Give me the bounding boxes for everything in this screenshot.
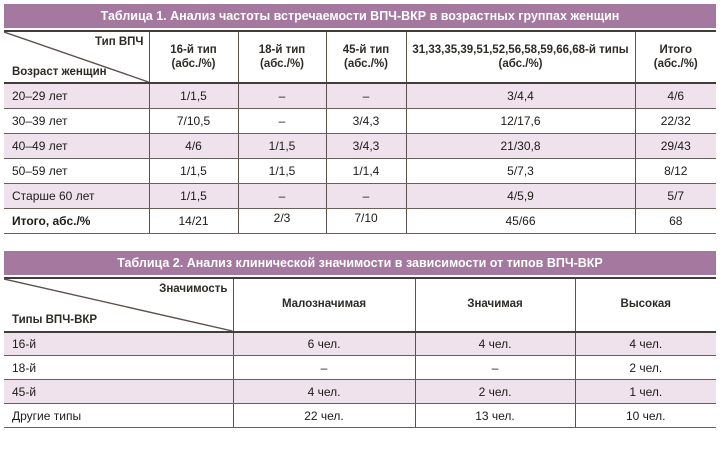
data-cell: – [232, 355, 415, 380]
table2: Значимость Типы ВПЧ-ВКР Малозначимая Зна… [4, 276, 716, 428]
table-row-total: Итого, абс./% 14/21 2/3 7/10 45/66 68 [4, 208, 716, 234]
data-cell: 2/3 [237, 208, 326, 234]
data-cell: 2 чел. [574, 355, 716, 380]
table1-corner-cell: Тип ВПЧ Возраст женщин [4, 30, 149, 84]
table2-header-row: Значимость Типы ВПЧ-ВКР Малозначимая Зна… [4, 276, 716, 333]
data-cell: 14/21 [148, 208, 238, 234]
data-cell: – [237, 183, 326, 209]
column-header-significant: Значимая [414, 276, 575, 333]
table-row: 20–29 лет 1/1,5 – – 3/4,4 4/6 [4, 83, 716, 109]
data-cell: 2 чел. [414, 379, 575, 404]
column-header-type45: 45-й тип (абс./%) [325, 30, 406, 84]
table-row: 50–59 лет 1/1,5 1/1,5 1/1,4 5/7,3 8/12 [4, 158, 716, 184]
table1-section: Таблица 1. Анализ частоты встречаемости … [4, 4, 716, 234]
table2-body: 16-й 6 чел. 4 чел. 4 чел. 18-й – – 2 чел… [4, 331, 716, 428]
data-cell: 5/7,3 [405, 158, 635, 184]
table-row: 16-й 6 чел. 4 чел. 4 чел. [4, 331, 716, 356]
row-label: 50–59 лет [4, 158, 149, 184]
data-cell: 7/10 [325, 208, 406, 234]
data-cell: – [325, 183, 406, 209]
table-row: 40–49 лет 4/6 1/1,5 3/4,3 21/30,8 29/43 [4, 133, 716, 159]
data-cell: 1/1,5 [148, 158, 238, 184]
table-row: 30–39 лет 7/10,5 – 3/4,3 12/17,6 22/32 [4, 108, 716, 134]
table-row: Другие типы 22 чел. 13 чел. 10 чел. [4, 403, 716, 428]
column-header-type18: 18-й тип (абс./%) [237, 30, 326, 84]
row-label: Старше 60 лет [4, 183, 149, 209]
data-cell: 4/6 [148, 133, 238, 159]
data-cell: 7/10,5 [148, 108, 238, 134]
data-cell: 45/66 [405, 208, 635, 234]
data-cell: 4 чел. [574, 331, 716, 356]
data-cell: – [325, 83, 406, 109]
data-cell: 3/4,3 [325, 108, 406, 134]
data-cell: – [414, 355, 575, 380]
diagonal-divider-line [4, 279, 233, 331]
row-label: 40–49 лет [4, 133, 149, 159]
row-label: 45-й [4, 379, 233, 404]
table2-header: Значимость Типы ВПЧ-ВКР Малозначимая Зна… [4, 276, 716, 333]
data-cell: 22 чел. [232, 403, 415, 428]
table1-body: 20–29 лет 1/1,5 – – 3/4,4 4/6 30–39 лет … [4, 83, 716, 234]
column-header-other-types: 31,33,35,39,51,52,56,58,59,66,68-й типы … [405, 30, 635, 84]
data-cell: – [237, 83, 326, 109]
data-cell: 1 чел. [574, 379, 716, 404]
table1-corner-bottom-label: Возраст женщин [12, 65, 107, 78]
data-cell: 1/1,5 [237, 133, 326, 159]
data-cell: 1/1,4 [325, 158, 406, 184]
column-header-low-significance: Малозначимая [232, 276, 415, 333]
data-cell: 68 [634, 208, 716, 234]
table2-corner-top-label: Значимость [159, 282, 228, 295]
data-cell: 4 чел. [232, 379, 415, 404]
table1-header: Тип ВПЧ Возраст женщин 16-й тип (абс./%)… [4, 30, 716, 84]
data-cell: 13 чел. [414, 403, 575, 428]
data-cell: 10 чел. [574, 403, 716, 428]
table-row: Старше 60 лет 1/1,5 – – 4/5,9 5/7 [4, 183, 716, 209]
row-label: 16-й [4, 331, 233, 356]
diagonal-divider-line [4, 32, 149, 82]
table1-header-row: Тип ВПЧ Возраст женщин 16-й тип (абс./%)… [4, 30, 716, 84]
table-row: 45-й 4 чел. 2 чел. 1 чел. [4, 379, 716, 404]
data-cell: 4/6 [634, 83, 716, 109]
row-label: 18-й [4, 355, 233, 380]
row-label: Другие типы [4, 403, 233, 428]
data-cell: 21/30,8 [405, 133, 635, 159]
table1-corner-top-label: Тип ВПЧ [95, 36, 144, 48]
row-label: 30–39 лет [4, 108, 149, 134]
table2-section: Таблица 2. Анализ клинической значимости… [4, 250, 716, 428]
data-cell: 6 чел. [232, 331, 415, 356]
data-cell: 3/4,3 [325, 133, 406, 159]
data-cell: 5/7 [634, 183, 716, 209]
table1: Тип ВПЧ Возраст женщин 16-й тип (абс./%)… [4, 30, 716, 234]
table2-title-bar: Таблица 2. Анализ клинической значимости… [4, 250, 716, 275]
data-cell: 12/17,6 [405, 108, 635, 134]
data-cell: 4/5,9 [405, 183, 635, 209]
column-header-total: Итого (абс./%) [634, 30, 716, 84]
row-label: Итого, абс./% [4, 208, 149, 234]
table2-corner-bottom-label: Типы ВПЧ-ВКР [12, 314, 98, 327]
data-cell: 1/1,5 [148, 183, 238, 209]
data-cell: 4 чел. [414, 331, 575, 356]
data-cell: 1/1,5 [148, 83, 238, 109]
data-cell: 8/12 [634, 158, 716, 184]
section-gap [4, 234, 716, 251]
data-cell: – [237, 108, 326, 134]
column-header-type16: 16-й тип (абс./%) [148, 30, 238, 84]
table2-corner-cell: Значимость Типы ВПЧ-ВКР [4, 276, 233, 333]
row-label: 20–29 лет [4, 83, 149, 109]
data-cell: 1/1,5 [237, 158, 326, 184]
column-header-high: Высокая [574, 276, 716, 333]
data-cell: 22/32 [634, 108, 716, 134]
table1-title-bar: Таблица 1. Анализ частоты встречаемости … [4, 4, 716, 28]
data-cell: 3/4,4 [405, 83, 635, 109]
table-row: 18-й – – 2 чел. [4, 355, 716, 380]
data-cell: 29/43 [634, 133, 716, 159]
